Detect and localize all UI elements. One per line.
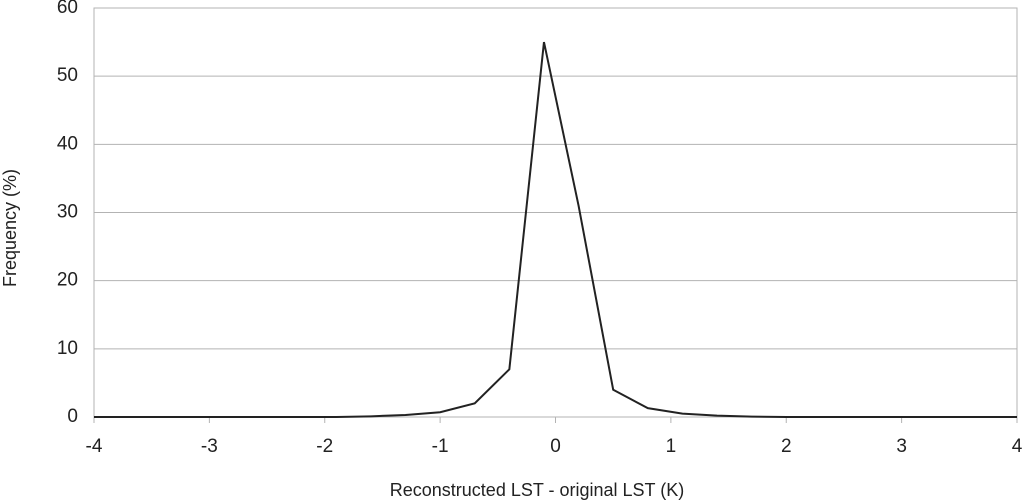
y-tick-label: 30 bbox=[57, 202, 78, 223]
y-axis-label: Frequency (%) bbox=[0, 169, 20, 287]
y-tick-label: 10 bbox=[57, 338, 78, 359]
x-tick-label: 0 bbox=[550, 436, 561, 457]
y-tick-label: 60 bbox=[57, 0, 78, 18]
y-tick-label: 40 bbox=[57, 133, 78, 154]
x-tick-label: 4 bbox=[1012, 436, 1023, 457]
x-tick-label: 1 bbox=[666, 436, 677, 457]
x-tick-label: 3 bbox=[896, 436, 907, 457]
y-tick-label: 0 bbox=[67, 406, 78, 427]
x-axis-label: Reconstructed LST - original LST (K) bbox=[390, 480, 684, 500]
y-tick-label: 20 bbox=[57, 270, 78, 291]
x-tick-label: -4 bbox=[86, 436, 103, 457]
x-tick-label: 2 bbox=[781, 436, 792, 457]
x-tick-label: -3 bbox=[201, 436, 218, 457]
x-tick-label: -1 bbox=[432, 436, 449, 457]
data-line bbox=[94, 41, 1017, 418]
y-tick-label: 50 bbox=[57, 65, 78, 86]
x-tick-label: -2 bbox=[316, 436, 333, 457]
